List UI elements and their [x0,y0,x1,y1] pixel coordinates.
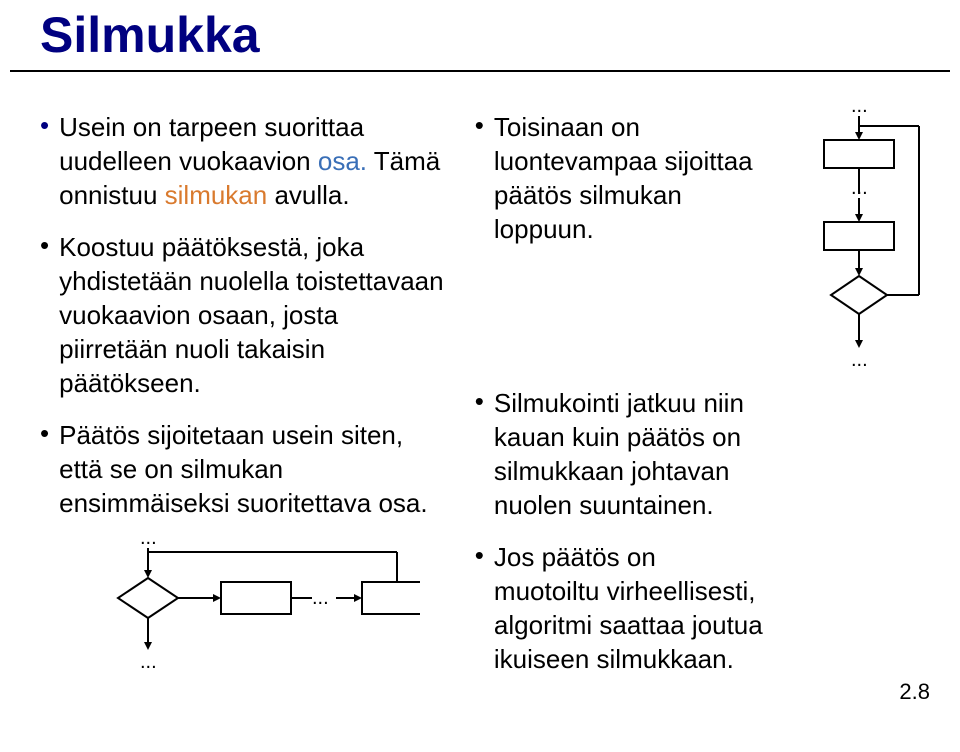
bullet-text: Usein on tarpeen suorittaa uudelleen vuo… [59,110,445,212]
svg-text:...: ... [851,98,868,117]
bullet-text: Koostuu päätöksestä, joka yhdistetään nu… [59,230,445,400]
right-column: ... ... [795,110,945,752]
left-bullet-list: • Usein on tarpeen suorittaa uudelleen v… [40,110,445,520]
page-number: 2.8 [899,679,930,705]
mid-bullet-2: • Silmukointi jatkuu niin kauan kuin pää… [475,386,765,522]
middle-bullet-list: • Toisinaan on luontevampaa sijoittaa pä… [475,110,765,676]
bullet-dot-icon: • [40,230,49,400]
bullet-dot-icon: • [475,540,484,676]
mid-bullet-3: • Jos päätös on muotoiltu virheellisesti… [475,540,765,676]
bullet-text: Päätös sijoitetaan usein siten, että se … [59,418,445,520]
left-bullet-1: • Usein on tarpeen suorittaa uudelleen v… [40,110,445,212]
bullet-dot-icon: • [475,110,484,246]
left-bullet-2: • Koostuu päätöksestä, joka yhdistetään … [40,230,445,400]
svg-text:...: ... [140,532,157,549]
bullet-dot-icon: • [40,418,49,520]
left-bullet-3: • Päätös sijoitetaan usein siten, että s… [40,418,445,520]
middle-column: • Toisinaan on luontevampaa sijoittaa pä… [475,110,765,752]
bullet-text: Toisinaan on luontevampaa sijoittaa päät… [494,110,765,246]
slide: Silmukka • Usein on tarpeen suorittaa uu… [0,0,960,717]
bullet-text: Jos päätös on muotoiltu virheellisesti, … [494,540,765,676]
flowchart-loop-bottom-icon: ... ... [785,98,955,388]
bullet-dot-icon: • [475,386,484,522]
svg-text:...: ... [140,651,157,673]
left-diagram: ... ... [40,532,445,752]
mid-bullet-1: • Toisinaan on luontevampaa sijoittaa pä… [475,110,765,246]
left-column: • Usein on tarpeen suorittaa uudelleen v… [40,110,445,752]
slide-title: Silmukka [40,0,920,64]
svg-text:...: ... [312,587,329,609]
svg-text:...: ... [851,177,868,199]
highlight-orange: silmukan [165,180,268,210]
content-columns: • Usein on tarpeen suorittaa uudelleen v… [40,110,920,752]
svg-text:...: ... [851,349,868,371]
title-rule [10,70,950,72]
highlight-blue: osa. [318,146,367,176]
text-fragment: avulla. [267,180,349,210]
bullet-text: Silmukointi jatkuu niin kauan kuin päätö… [494,386,765,522]
bullet-dot-icon: • [40,110,49,212]
flowchart-loop-top-icon: ... ... [60,532,420,752]
